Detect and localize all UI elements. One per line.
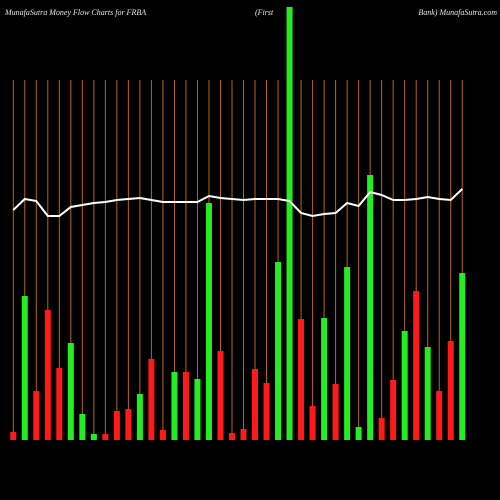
- bar: [275, 262, 282, 440]
- bar: [344, 267, 351, 440]
- chart-title: Bank) MunafaSutra.com: [418, 8, 497, 17]
- bar: [263, 383, 270, 440]
- bar: [252, 369, 259, 440]
- bar: [33, 391, 40, 440]
- bar: [298, 319, 305, 440]
- bar: [113, 411, 120, 440]
- bar: [459, 273, 466, 440]
- bar: [390, 380, 397, 440]
- bar: [148, 359, 155, 440]
- bar: [102, 434, 109, 440]
- bar: [90, 434, 97, 440]
- bar: [413, 291, 420, 440]
- bar: [194, 379, 201, 440]
- bar: [171, 372, 178, 440]
- bar: [67, 343, 74, 440]
- bar: [56, 368, 63, 440]
- bar: [79, 414, 86, 440]
- bar: [240, 429, 247, 440]
- bar: [10, 432, 17, 440]
- bar: [44, 310, 51, 440]
- bar: [436, 391, 443, 440]
- bar: [182, 372, 189, 440]
- bar: [378, 418, 385, 440]
- bar: [332, 384, 339, 440]
- bar: [21, 296, 28, 440]
- chart-title: (First: [255, 8, 274, 17]
- bar: [205, 203, 212, 440]
- bar: [447, 341, 454, 440]
- bar: [159, 430, 166, 440]
- money-flow-line: [12, 188, 463, 218]
- bar: [355, 427, 362, 440]
- bar: [321, 318, 328, 440]
- bar: [125, 409, 132, 440]
- bar: [309, 406, 316, 440]
- bar: [424, 347, 431, 440]
- bar: [136, 394, 143, 440]
- bar: [217, 351, 224, 440]
- bar: [401, 331, 408, 440]
- bar: [286, 7, 293, 440]
- chart-title: MunafaSutra Money Flow Charts for FRBA: [4, 8, 146, 17]
- bar: [228, 433, 235, 440]
- bar: [367, 175, 374, 440]
